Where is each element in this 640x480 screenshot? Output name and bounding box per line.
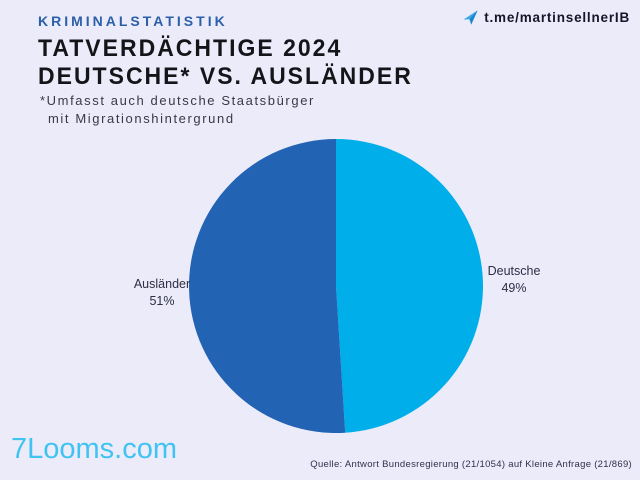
pie-slice-deutsche — [336, 139, 484, 433]
slice-label-name: Ausländer — [133, 277, 191, 291]
slice-label-percent: 49% — [501, 280, 527, 295]
source-citation: Quelle: Antwort Bundesregierung (21/1054… — [310, 459, 632, 470]
watermark-link[interactable]: 7Looms.com — [11, 433, 178, 465]
telegram-link[interactable]: t.me/martinsellnerIB — [462, 9, 630, 26]
telegram-handle: t.me/martinsellnerIB — [484, 10, 630, 25]
pie-slice-auslaender — [189, 139, 346, 433]
slice-label-deutsche: Deutsche 49% — [466, 263, 562, 296]
telegram-paper-plane-icon — [462, 9, 479, 26]
footnote-line-1: *Umfasst auch deutsche Staatsbürger — [40, 93, 315, 108]
slice-label-percent: 51% — [149, 293, 175, 308]
title-line-1: TATVERDÄCHTIGE 2024 — [38, 34, 343, 62]
page-title: TATVERDÄCHTIGE 2024 DEUTSCHE* VS. AUSLÄN… — [38, 34, 413, 90]
pie-chart — [189, 139, 484, 433]
footnote-line-2: mit Migrationshintergrund — [48, 111, 235, 126]
slice-label-auslaender: Ausländer 51% — [114, 276, 210, 309]
slice-label-name: Deutsche — [487, 264, 541, 278]
kicker: KRIMINALSTATISTIK — [38, 13, 228, 29]
footnote: *Umfasst auch deutsche Staatsbürger mit … — [40, 92, 315, 128]
title-line-2: DEUTSCHE* VS. AUSLÄNDER — [38, 62, 413, 90]
